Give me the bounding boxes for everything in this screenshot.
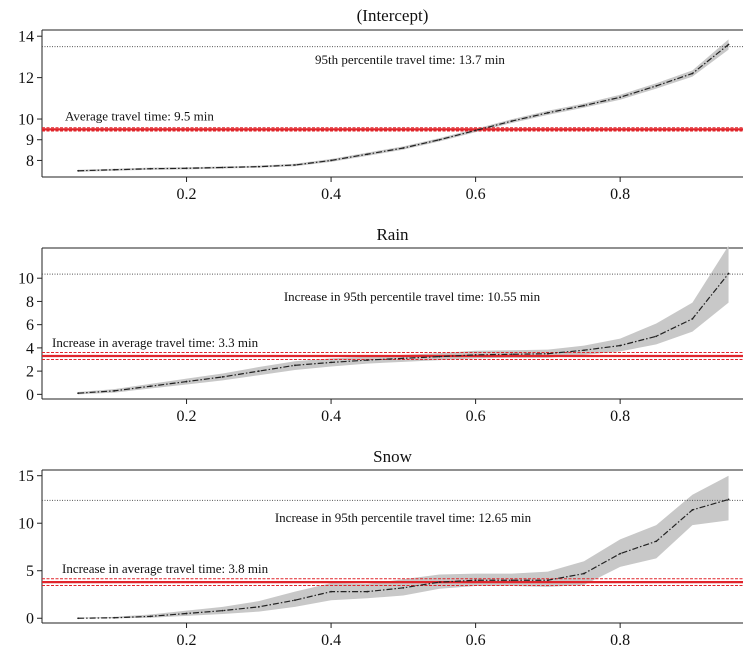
- intercept-point-9: [402, 147, 405, 149]
- rain-point-13: [546, 352, 549, 355]
- rain-ytick-label-2: 4: [26, 340, 34, 357]
- intercept-xtick-label-1: 0.4: [321, 186, 341, 203]
- snow-average-annotation: Increase in average travel time: 3.8 min: [62, 561, 269, 576]
- rain-point-1: [113, 389, 116, 392]
- snow-ytick-label-0: 0: [26, 611, 34, 628]
- panel-snow: Snow Increase in average travel time: 3.8…: [18, 447, 743, 649]
- rain-point-8: [366, 359, 369, 361]
- rain-point-18: [727, 272, 730, 275]
- intercept-point-11: [474, 129, 477, 132]
- snow-xtick-label-3: 0.8: [610, 632, 630, 649]
- rain-xtick-label-2: 0.6: [466, 408, 486, 425]
- intercept-ytick-label-1: 9: [26, 132, 34, 149]
- rain-average-annotation: Increase in average travel time: 3.3 min: [52, 335, 259, 350]
- rain-xtick-label-3: 0.8: [610, 408, 630, 425]
- rain-point-11: [474, 353, 477, 356]
- intercept-point-13: [546, 111, 549, 114]
- rain-point-14: [583, 349, 585, 352]
- intercept-ytick-label-3: 12: [18, 70, 34, 87]
- snow-point-11: [474, 579, 477, 582]
- snow-point-9: [402, 586, 405, 589]
- snow-confidence-band: [78, 475, 729, 619]
- intercept-title: (Intercept): [357, 6, 429, 25]
- intercept-xtick-label-2: 0.6: [466, 186, 486, 203]
- rain-point-6: [294, 364, 296, 367]
- snow-point-13: [546, 579, 549, 582]
- snow-xtick-label-2: 0.6: [466, 632, 486, 649]
- snow-point-4: [221, 609, 224, 612]
- snow-point-14: [583, 572, 585, 575]
- intercept-point-8: [366, 153, 369, 156]
- intercept-point-12: [510, 120, 513, 122]
- snow-point-3: [185, 612, 188, 615]
- intercept-point-6: [294, 164, 296, 166]
- snow-ytick-label-2: 10: [18, 516, 34, 533]
- snow-xtick-label-1: 0.4: [321, 632, 341, 649]
- rain-point-4: [221, 376, 224, 378]
- intercept-p95-annotation: 95th percentile travel time: 13.7 min: [315, 52, 505, 67]
- snow-point-15: [619, 552, 622, 555]
- rain-point-16: [655, 335, 658, 338]
- snow-xtick-label-0: 0.2: [177, 632, 197, 649]
- rain-point-3: [185, 380, 188, 383]
- snow-point-16: [655, 540, 658, 543]
- snow-point-17: [691, 509, 694, 511]
- rain-ytick-label-4: 8: [26, 294, 34, 311]
- intercept-point-16: [655, 85, 658, 87]
- rain-point-15: [619, 344, 622, 347]
- rain-point-5: [257, 370, 260, 373]
- rain-ytick-label-1: 2: [26, 364, 34, 381]
- rain-point-2: [149, 385, 152, 388]
- intercept-point-2: [149, 167, 152, 170]
- intercept-ytick-label-0: 8: [26, 153, 34, 170]
- rain-title: Rain: [376, 225, 409, 244]
- rain-point-9: [402, 357, 405, 360]
- snow-point-6: [294, 599, 296, 602]
- intercept-xtick-label-0: 0.2: [177, 186, 197, 203]
- rain-point-7: [330, 361, 332, 364]
- intercept-point-1: [113, 168, 116, 171]
- snow-point-10: [438, 581, 441, 584]
- snow-point-1: [113, 616, 116, 619]
- intercept-point-0: [77, 169, 80, 172]
- snow-point-7: [330, 590, 332, 593]
- snow-point-18: [727, 498, 730, 501]
- snow-p95-annotation: Increase in 95th percentile travel time:…: [275, 510, 532, 525]
- rain-ytick-label-3: 6: [26, 317, 34, 334]
- intercept-point-4: [221, 166, 224, 169]
- intercept-point-7: [330, 159, 332, 162]
- snow-ytick-label-1: 5: [26, 563, 34, 580]
- snow-point-2: [149, 615, 152, 618]
- snow-ytick-label-3: 15: [18, 468, 34, 485]
- snow-point-5: [257, 605, 260, 608]
- rain-point-17: [691, 317, 694, 320]
- snow-point-12: [510, 579, 513, 582]
- intercept-point-17: [691, 72, 694, 75]
- snow-point-0: [77, 617, 80, 620]
- rain-point-0: [77, 392, 80, 395]
- intercept-average-annotation: Average travel time: 9.5 min: [65, 108, 214, 123]
- rain-ytick-label-5: 10: [18, 271, 34, 288]
- panel-intercept: (Intercept) Average travel time: 9.5 min 9…: [18, 6, 743, 203]
- snow-title: Snow: [373, 447, 412, 466]
- intercept-ytick-label-2: 10: [18, 112, 34, 129]
- panel-rain: Rain Increase in average travel time: 3.3…: [18, 225, 743, 425]
- snow-point-8: [366, 590, 369, 593]
- intercept-point-5: [257, 165, 260, 168]
- intercept-point-15: [619, 96, 622, 99]
- intercept-xtick-label-3: 0.8: [610, 186, 630, 203]
- intercept-ytick-label-4: 14: [18, 29, 34, 46]
- rain-xtick-label-0: 0.2: [177, 408, 197, 425]
- intercept-point-3: [185, 167, 188, 170]
- rain-point-12: [510, 353, 513, 356]
- intercept-point-18: [727, 43, 730, 46]
- rain-p95-annotation: Increase in 95th percentile travel time:…: [284, 289, 541, 304]
- rain-ytick-label-0: 0: [26, 387, 34, 404]
- rain-point-10: [438, 355, 441, 358]
- intercept-point-10: [438, 138, 441, 141]
- intercept-point-14: [583, 104, 585, 107]
- rain-xtick-label-1: 0.4: [321, 408, 341, 425]
- rain-confidence-band: [78, 245, 729, 395]
